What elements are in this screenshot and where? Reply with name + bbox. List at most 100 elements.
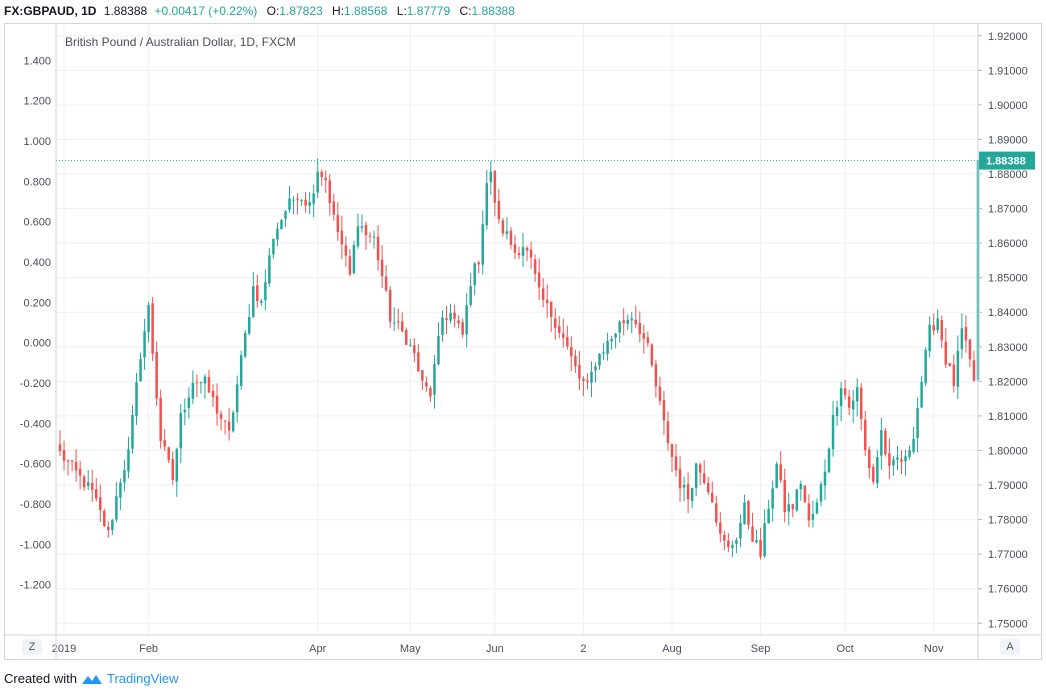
candle [880, 417, 883, 470]
candle-body [719, 522, 722, 534]
candle [461, 318, 464, 338]
candle [356, 213, 360, 249]
candle [553, 308, 557, 340]
candle [497, 188, 501, 224]
candlestick-chart[interactable]: 1.92000 1.91000 1.90000 1.89000 1.88000 1.870… [5, 24, 1041, 659]
candle-body [614, 333, 617, 338]
candle-body [916, 407, 919, 438]
candle [634, 305, 638, 328]
symbol-name[interactable]: FX:GBPAUD, 1D [4, 4, 97, 18]
candle [570, 336, 573, 372]
y-right-tick-label: 1.77000 [988, 549, 1028, 561]
candle-body [461, 322, 464, 335]
candle-body [574, 355, 577, 367]
candle [888, 438, 891, 479]
candle [686, 472, 690, 514]
candle-body [328, 180, 332, 203]
candle [827, 447, 831, 473]
candle-body [131, 414, 134, 449]
candle [489, 161, 493, 196]
candle-body [706, 482, 710, 493]
candle-body [207, 376, 211, 393]
candle-body [626, 319, 629, 324]
candle [743, 494, 746, 525]
y-right-tick-label: 1.87000 [988, 204, 1028, 216]
candle-body [533, 259, 537, 275]
y-left-tick-label: 0.200 [23, 297, 51, 309]
candle [574, 349, 577, 374]
open-label: O: [266, 4, 280, 18]
candle [199, 381, 203, 394]
y-left-tick-label: -0.800 [20, 499, 51, 511]
close-value: 1.88388 [471, 4, 515, 18]
candle [243, 330, 247, 359]
chart-title: British Pound / Australian Dollar, 1D, F… [65, 35, 296, 49]
candle-body [356, 226, 360, 247]
candle-body [855, 387, 859, 402]
candle [400, 312, 404, 333]
candle [562, 318, 565, 348]
candle-body [256, 285, 259, 302]
low-label: L: [396, 4, 407, 18]
candle [715, 495, 718, 527]
chart-frame[interactable]: 1.92000 1.91000 1.90000 1.89000 1.88000 1.870… [4, 23, 1042, 660]
candle-body [674, 456, 678, 471]
x-tick-label: May [400, 643, 421, 655]
candle-body [441, 317, 444, 335]
candle [719, 511, 722, 543]
candle-body [376, 236, 380, 261]
candle [429, 385, 432, 402]
x-tick-label: 2019 [52, 643, 76, 655]
candle-body [735, 540, 738, 544]
candle-body [123, 470, 126, 483]
candle [598, 352, 601, 370]
candle [421, 370, 424, 390]
candle [376, 225, 380, 271]
y-right-tick-label: 1.91000 [988, 65, 1028, 77]
candle [509, 227, 513, 250]
candle [74, 449, 78, 482]
candle [328, 174, 332, 216]
candle [739, 514, 742, 548]
candle-body [545, 299, 549, 304]
y-right-tick-label: 1.80000 [988, 445, 1028, 457]
auto-scale-button[interactable]: A [1000, 639, 1020, 655]
candle [139, 352, 142, 382]
candle-body [562, 333, 565, 338]
candle [892, 455, 895, 476]
candle [505, 217, 509, 240]
candle-body [368, 235, 372, 237]
candle-body [364, 224, 368, 236]
candle-body [888, 453, 891, 466]
candle-body [320, 171, 323, 178]
candle-body [968, 339, 972, 360]
candle-body [400, 321, 404, 332]
candle [747, 500, 750, 530]
candle-body [892, 459, 895, 466]
candle-body [964, 326, 968, 341]
candle [380, 245, 384, 288]
candle-body [751, 526, 754, 542]
candle-body [952, 364, 956, 386]
candle-body [771, 488, 774, 509]
candle-body [139, 359, 142, 382]
candle [771, 480, 774, 522]
y-right-tick-label: 1.92000 [988, 31, 1028, 43]
candle [272, 238, 275, 259]
candle [602, 343, 605, 361]
candle-body [340, 230, 344, 245]
candle [288, 185, 291, 213]
candle [614, 332, 617, 349]
candle-body [698, 464, 702, 473]
tradingview-brand[interactable]: TradingView [106, 671, 179, 686]
candle [493, 170, 497, 217]
candle-body [252, 286, 255, 317]
candle-body [912, 438, 915, 452]
candle [135, 372, 138, 425]
candle-body [409, 344, 412, 346]
candle [819, 481, 823, 507]
zoom-button[interactable]: Z [22, 639, 42, 655]
candle-body [99, 497, 102, 511]
candle [276, 222, 279, 247]
y-right-tick-label: 1.81000 [988, 411, 1028, 423]
